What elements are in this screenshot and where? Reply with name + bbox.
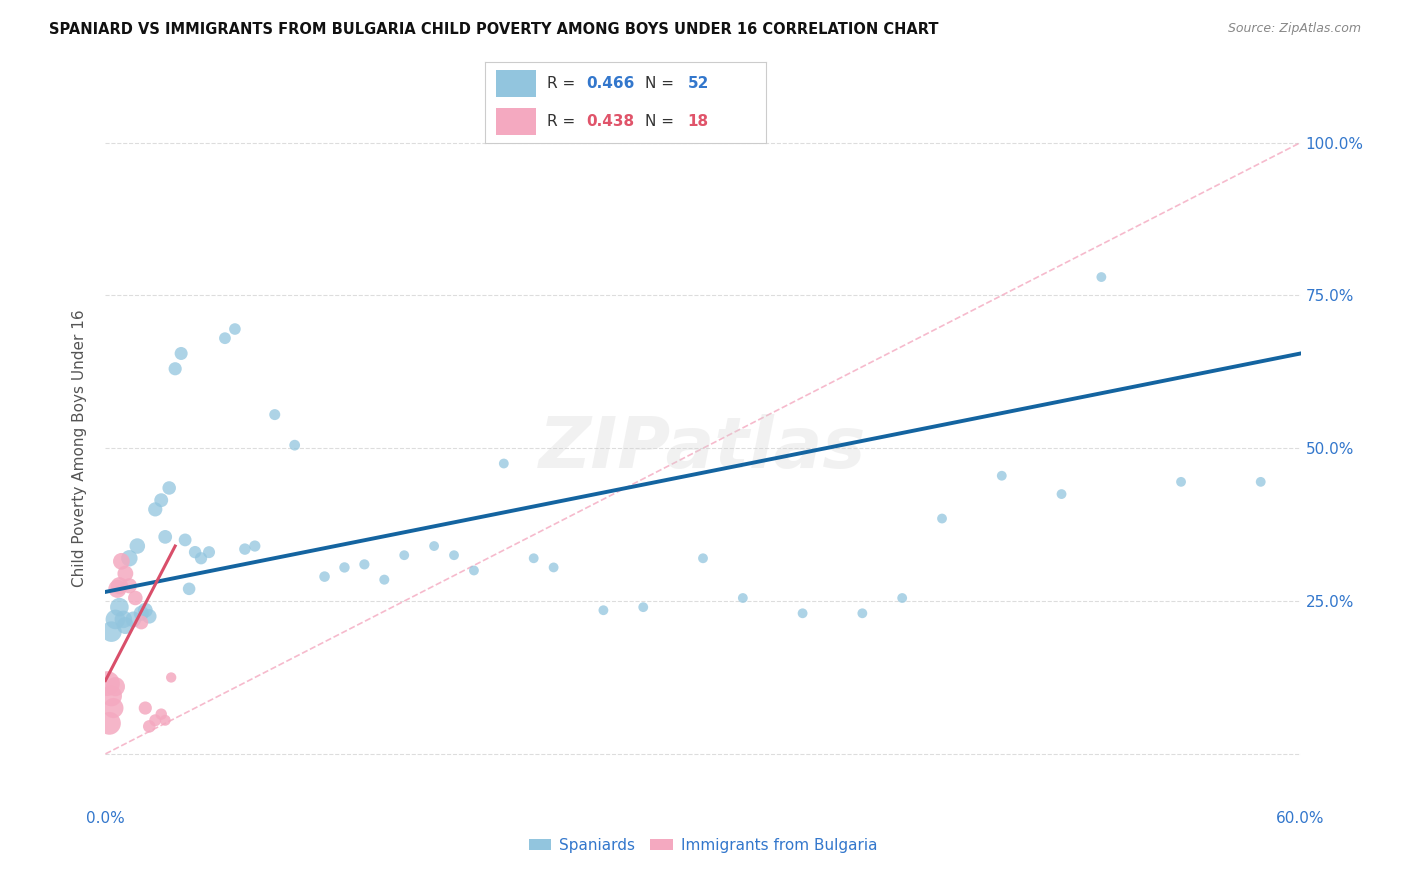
Point <box>160 671 183 685</box>
Text: SPANIARD VS IMMIGRANTS FROM BULGARIA CHILD POVERTY AMONG BOYS UNDER 16 CORRELATI: SPANIARD VS IMMIGRANTS FROM BULGARIA CHI… <box>49 22 939 37</box>
Point <box>353 558 375 572</box>
Point <box>104 612 127 626</box>
Point <box>138 719 160 733</box>
Point <box>96 676 118 690</box>
Point <box>543 560 565 574</box>
Point <box>110 554 132 568</box>
Point <box>122 612 145 626</box>
Text: ZIPatlas: ZIPatlas <box>540 414 866 483</box>
Text: 0.466: 0.466 <box>586 76 634 91</box>
Point <box>1050 487 1073 501</box>
Point <box>127 539 149 553</box>
Point <box>153 530 177 544</box>
Legend: Spaniards, Immigrants from Bulgaria: Spaniards, Immigrants from Bulgaria <box>523 831 883 859</box>
Point <box>392 548 416 562</box>
Point <box>214 331 236 345</box>
Point <box>98 716 121 731</box>
Point <box>731 591 754 605</box>
Point <box>143 713 166 727</box>
Point <box>1090 270 1112 285</box>
Point <box>333 560 356 574</box>
Point <box>104 680 127 694</box>
Point <box>108 600 131 615</box>
Point <box>190 551 212 566</box>
Point <box>373 573 395 587</box>
Point <box>443 548 465 562</box>
Point <box>314 569 336 583</box>
Point <box>157 481 180 495</box>
Text: 18: 18 <box>688 114 709 129</box>
Text: Source: ZipAtlas.com: Source: ZipAtlas.com <box>1227 22 1361 36</box>
Point <box>143 502 166 516</box>
Text: N =: N = <box>645 114 679 129</box>
Bar <box>496 70 536 97</box>
Text: R =: R = <box>547 114 581 129</box>
Y-axis label: Child Poverty Among Boys Under 16: Child Poverty Among Boys Under 16 <box>72 310 87 587</box>
Point <box>107 582 129 596</box>
Point <box>263 408 285 422</box>
Point <box>118 579 141 593</box>
Point <box>134 603 156 617</box>
Point <box>129 615 153 630</box>
Point <box>891 591 914 605</box>
Point <box>492 457 515 471</box>
Point <box>134 701 156 715</box>
Point <box>100 624 122 639</box>
Point <box>592 603 614 617</box>
Point <box>692 551 714 566</box>
Text: N =: N = <box>645 76 679 91</box>
Bar <box>496 108 536 136</box>
Point <box>114 566 136 581</box>
Point <box>165 361 187 376</box>
Point <box>990 468 1012 483</box>
Point <box>243 539 266 553</box>
Point <box>792 607 814 621</box>
Point <box>150 707 173 722</box>
Point <box>851 607 873 621</box>
Point <box>184 545 207 559</box>
Point <box>100 689 122 703</box>
Point <box>108 579 131 593</box>
Point <box>150 493 173 508</box>
Point <box>224 322 246 336</box>
Point <box>114 618 136 632</box>
Point <box>633 600 655 615</box>
Point <box>233 542 256 557</box>
Point <box>523 551 546 566</box>
Point <box>129 607 153 621</box>
Point <box>118 551 141 566</box>
Point <box>112 612 135 626</box>
Point <box>103 701 125 715</box>
Point <box>198 545 221 559</box>
Point <box>423 539 446 553</box>
Text: R =: R = <box>547 76 581 91</box>
Point <box>177 582 201 596</box>
Point <box>931 511 953 525</box>
Point <box>1170 475 1192 489</box>
Point <box>1250 475 1272 489</box>
Point <box>170 346 193 360</box>
Point <box>138 609 160 624</box>
Point <box>463 564 485 578</box>
Point <box>174 533 197 547</box>
Point <box>153 713 177 727</box>
Text: 0.438: 0.438 <box>586 114 634 129</box>
Point <box>124 591 146 605</box>
Text: 52: 52 <box>688 76 709 91</box>
Point <box>284 438 307 452</box>
